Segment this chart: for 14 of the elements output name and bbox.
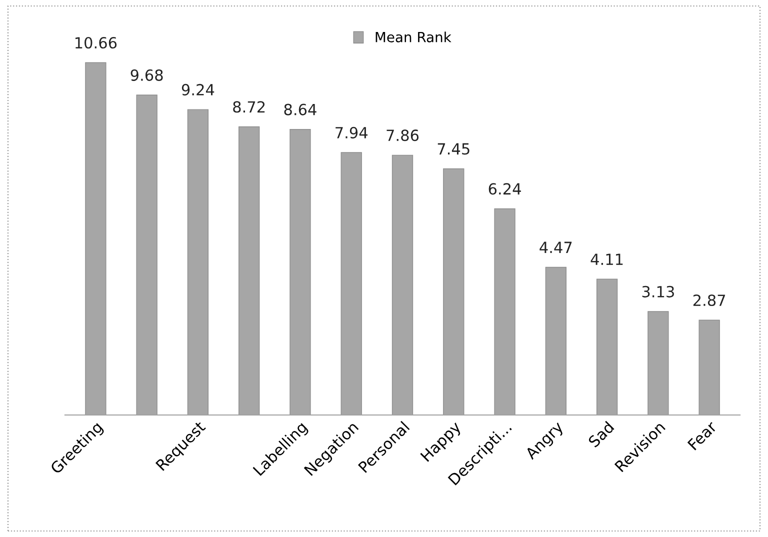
data-label: 4.11 — [590, 254, 623, 265]
data-label: 7.45 — [438, 143, 470, 155]
data-label: 8.64 — [284, 104, 316, 116]
data-label: 10.66 — [75, 36, 117, 49]
data-label: 6.24 — [488, 183, 521, 195]
data-label: 8.72 — [233, 101, 265, 113]
legend-label: Mean Rank — [376, 32, 452, 42]
data-label: 9.68 — [130, 69, 163, 81]
data-label: 7.86 — [386, 130, 419, 142]
data-label: 4.47 — [540, 242, 572, 253]
data-label: 3.13 — [642, 286, 674, 298]
data-label: 9.24 — [182, 84, 214, 96]
data-label: 2.87 — [693, 294, 726, 306]
data-label: 7.94 — [336, 126, 368, 138]
